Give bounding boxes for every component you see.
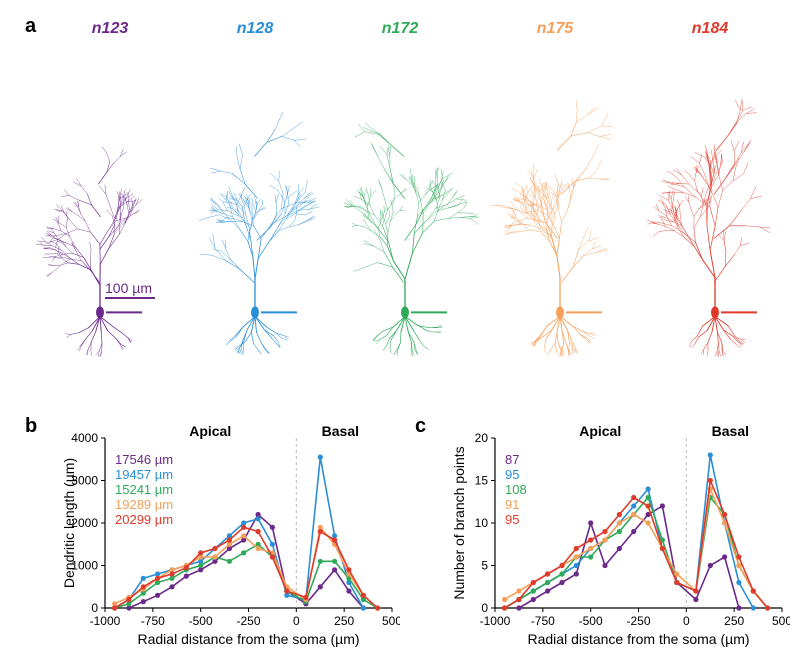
scalebar-label: 100 µm <box>105 280 152 296</box>
svg-text:Basal: Basal <box>712 423 749 439</box>
svg-text:19457 µm: 19457 µm <box>115 467 173 482</box>
neuron-morph-n175 <box>480 50 640 370</box>
svg-text:-1000: -1000 <box>90 614 121 628</box>
neuron-morph-n184 <box>640 50 790 370</box>
svg-text:Apical: Apical <box>579 423 621 439</box>
chart-b: 01000200030004000-1000-750-500-250025050… <box>60 420 400 650</box>
svg-text:15241 µm: 15241 µm <box>115 482 173 497</box>
svg-text:-250: -250 <box>626 614 650 628</box>
svg-text:Basal: Basal <box>322 423 359 439</box>
svg-text:Radial distance from the soma: Radial distance from the soma (µm) <box>527 631 749 647</box>
svg-text:-500: -500 <box>189 614 213 628</box>
svg-text:250: 250 <box>724 614 744 628</box>
svg-text:Dendritic length (µm): Dendritic length (µm) <box>61 458 77 588</box>
svg-text:Number of branch points: Number of branch points <box>451 446 467 599</box>
svg-text:-500: -500 <box>579 614 603 628</box>
svg-text:0: 0 <box>293 614 300 628</box>
svg-text:87: 87 <box>505 452 519 467</box>
neuron-morph-n123 <box>30 50 170 370</box>
svg-text:-750: -750 <box>141 614 165 628</box>
svg-text:-1000: -1000 <box>480 614 511 628</box>
neuron-label-n172: n172 <box>370 20 430 38</box>
svg-text:-250: -250 <box>236 614 260 628</box>
svg-text:108: 108 <box>505 482 527 497</box>
svg-text:Radial distance from the soma: Radial distance from the soma (µm) <box>137 631 359 647</box>
svg-text:Apical: Apical <box>189 423 231 439</box>
neuron-label-n123: n123 <box>80 20 140 38</box>
svg-text:-750: -750 <box>531 614 555 628</box>
svg-text:19289 µm: 19289 µm <box>115 497 173 512</box>
svg-text:17546 µm: 17546 µm <box>115 452 173 467</box>
svg-text:4000: 4000 <box>71 431 98 445</box>
svg-text:5: 5 <box>481 559 488 573</box>
panel-label-a: a <box>25 15 36 38</box>
svg-text:15: 15 <box>475 474 489 488</box>
neuron-morph-n128 <box>180 50 330 370</box>
svg-text:0: 0 <box>481 601 488 615</box>
panel-label-b: b <box>25 415 37 438</box>
svg-text:95: 95 <box>505 512 519 527</box>
svg-text:500: 500 <box>382 614 400 628</box>
svg-text:500: 500 <box>772 614 790 628</box>
svg-text:10: 10 <box>475 516 489 530</box>
svg-text:250: 250 <box>334 614 354 628</box>
svg-text:95: 95 <box>505 467 519 482</box>
neuron-label-n175: n175 <box>525 20 585 38</box>
panel-label-c: c <box>415 415 426 438</box>
svg-text:0: 0 <box>91 601 98 615</box>
neuron-morph-n172 <box>330 50 480 370</box>
neuron-label-n184: n184 <box>680 20 740 38</box>
chart-c: 0 5 10 15 20 -1000 -750 -500 -250 0 250 500 Apical Ba… <box>450 420 790 650</box>
svg-text:0: 0 <box>683 614 690 628</box>
neuron-label-n128: n128 <box>225 20 285 38</box>
svg-text:20299 µm: 20299 µm <box>115 512 173 527</box>
svg-text:91: 91 <box>505 497 519 512</box>
svg-text:20: 20 <box>475 431 489 445</box>
